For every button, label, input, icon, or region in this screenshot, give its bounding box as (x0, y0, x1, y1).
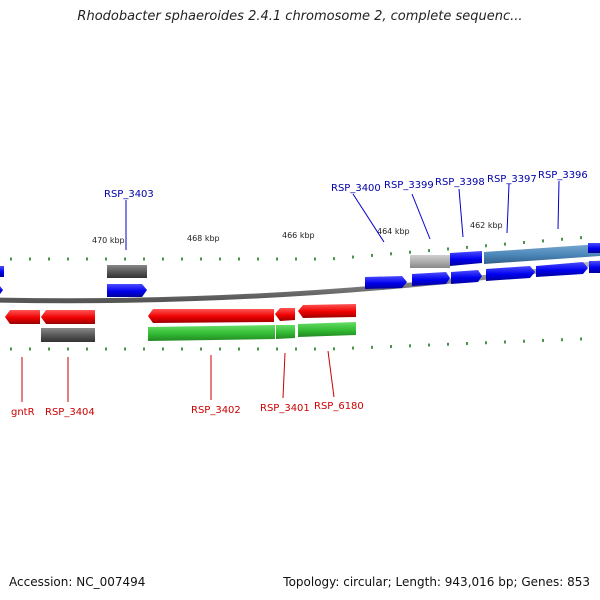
gene-label-rsp-3402[interactable]: RSP_3402 (191, 405, 241, 416)
cds-feature-green[interactable] (148, 325, 275, 341)
cds-feature-green[interactable] (276, 325, 295, 339)
gene-label-rsp-3400[interactable]: RSP_3400 (331, 183, 381, 194)
gene-label-gntr[interactable]: gntR (11, 407, 35, 418)
gene-label-rsp-3397[interactable]: RSP_3397 (487, 174, 537, 185)
scale-label-468: 468 kbp (187, 234, 220, 243)
scale-label-464: 464 kbp (377, 227, 410, 236)
bottom-leader-lines (21, 350, 335, 402)
gene-feature-reverse[interactable] (275, 308, 295, 321)
cds-feature-gray[interactable] (107, 265, 147, 278)
gene-label-rsp-3396[interactable]: RSP_3396 (538, 170, 588, 181)
gene-label-rsp-3403[interactable]: RSP_3403 (104, 189, 154, 200)
gene-feature-reverse[interactable] (298, 304, 356, 318)
gene-label-rsp-3398[interactable]: RSP_3398 (435, 177, 485, 188)
gene-feature-forward[interactable] (0, 266, 4, 277)
map-title: Rhodobacter sphaeroides 2.4.1 chromosome… (77, 9, 523, 24)
gene-feature-forward[interactable] (589, 261, 600, 273)
gene-feature-forward[interactable] (536, 262, 588, 277)
gene-feature-forward[interactable] (451, 270, 482, 284)
gene-label-rsp-3404[interactable]: RSP_3404 (45, 407, 95, 418)
topology-text: Topology: circular; Length: 943,016 bp; … (283, 575, 590, 589)
scale-label-462: 462 kbp (470, 221, 503, 230)
gene-feature-forward[interactable] (486, 266, 535, 281)
cds-feature-green[interactable] (298, 322, 356, 337)
cds-feature-light-gray[interactable] (410, 255, 450, 268)
cds-feature-steelblue[interactable] (484, 244, 600, 264)
gene-feature-forward[interactable] (588, 243, 600, 253)
gene-feature-reverse[interactable] (148, 309, 274, 323)
gene-feature-forward[interactable] (107, 284, 147, 297)
gene-feature-forward[interactable] (365, 276, 407, 289)
top-leader-lines (125, 180, 560, 250)
cds-feature-gray[interactable] (41, 328, 95, 342)
gene-label-rsp-3401[interactable]: RSP_3401 (260, 403, 310, 414)
scale-label-466: 466 kbp (282, 231, 315, 240)
gene-label-rsp-6180[interactable]: RSP_6180 (314, 401, 364, 412)
accession-text: Accession: NC_007494 (9, 575, 146, 589)
gene-label-rsp-3399[interactable]: RSP_3399 (384, 180, 434, 191)
gene-feature-forward[interactable] (0, 286, 3, 294)
gene-feature-reverse[interactable] (5, 310, 40, 324)
top-tick-row (10, 236, 582, 261)
gene-feature-forward[interactable] (412, 272, 450, 286)
bottom-tick-row (10, 337, 582, 351)
gene-feature-forward[interactable] (450, 251, 482, 266)
gene-feature-reverse[interactable] (41, 310, 95, 324)
scale-label-470: 470 kbp (92, 236, 125, 245)
